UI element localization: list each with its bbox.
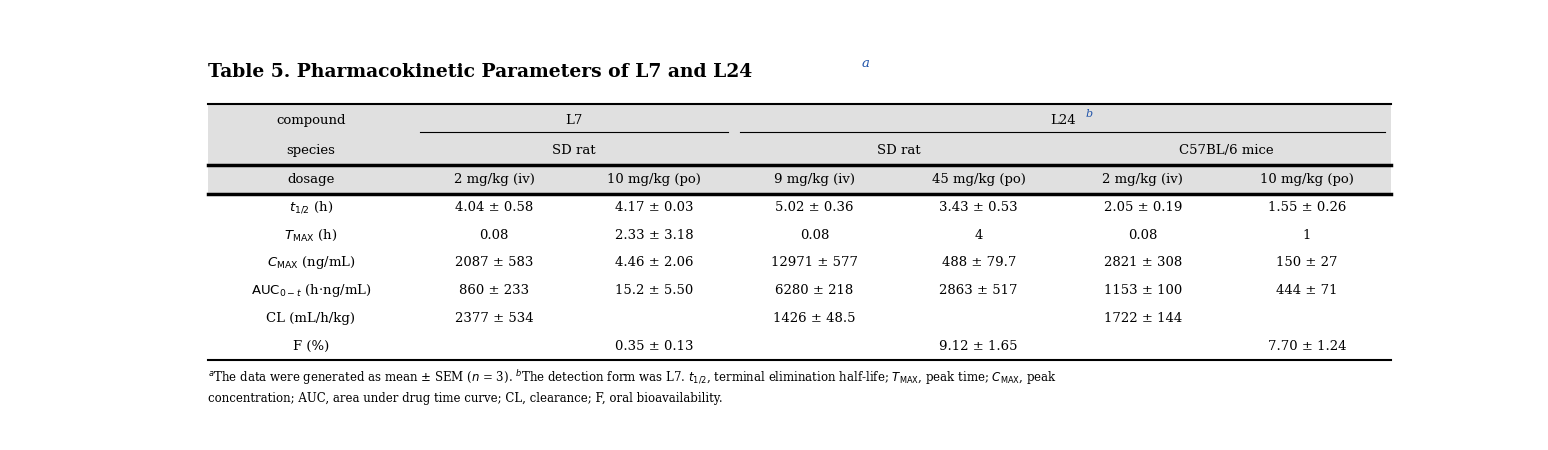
Text: $^a$The data were generated as mean $\pm$ SEM ($n$ = 3). $^b$The detection form : $^a$The data were generated as mean $\pm… — [207, 369, 1057, 387]
Text: 4: 4 — [975, 229, 983, 242]
Text: SD rat: SD rat — [876, 144, 921, 157]
Text: 6280 ± 218: 6280 ± 218 — [776, 284, 854, 297]
Text: 0.08: 0.08 — [480, 229, 509, 242]
Text: 1722 ± 144: 1722 ± 144 — [1104, 312, 1181, 325]
Text: 12971 ± 577: 12971 ± 577 — [771, 256, 858, 270]
Text: 2.05 ± 0.19: 2.05 ± 0.19 — [1104, 201, 1183, 214]
Text: 488 ± 79.7: 488 ± 79.7 — [941, 256, 1015, 270]
Text: dosage: dosage — [288, 173, 334, 186]
Text: 2087 ± 583: 2087 ± 583 — [455, 256, 533, 270]
Text: Table 5. Pharmacokinetic Parameters of L7 and L24: Table 5. Pharmacokinetic Parameters of L… — [207, 63, 752, 81]
Text: 0.08: 0.08 — [1128, 229, 1158, 242]
Text: $t_{1/2}$ (h): $t_{1/2}$ (h) — [289, 200, 333, 216]
Text: $C_{\rm MAX}$ (ng/mL): $C_{\rm MAX}$ (ng/mL) — [266, 254, 354, 271]
Text: species: species — [286, 144, 336, 157]
Text: 2 mg/kg (iv): 2 mg/kg (iv) — [1102, 173, 1183, 186]
Text: 2863 ± 517: 2863 ± 517 — [940, 284, 1019, 297]
Text: 45 mg/kg (po): 45 mg/kg (po) — [932, 173, 1026, 186]
Text: 10 mg/kg (po): 10 mg/kg (po) — [1260, 173, 1354, 186]
Bar — [207, 104, 1390, 194]
Text: 1.55 ± 0.26: 1.55 ± 0.26 — [1268, 201, 1347, 214]
Text: 2 mg/kg (iv): 2 mg/kg (iv) — [454, 173, 534, 186]
Text: 4.17 ± 0.03: 4.17 ± 0.03 — [615, 201, 694, 214]
Text: CL (mL/h/kg): CL (mL/h/kg) — [266, 312, 356, 325]
Text: compound: compound — [276, 114, 345, 127]
Text: L24: L24 — [1050, 114, 1076, 127]
Text: a: a — [862, 58, 870, 71]
Text: 5.02 ± 0.36: 5.02 ± 0.36 — [776, 201, 854, 214]
Text: 9.12 ± 1.65: 9.12 ± 1.65 — [940, 340, 1019, 353]
Text: 4.46 ± 2.06: 4.46 ± 2.06 — [615, 256, 694, 270]
Text: 860 ± 233: 860 ± 233 — [460, 284, 529, 297]
Text: 150 ± 27: 150 ± 27 — [1276, 256, 1337, 270]
Text: L7: L7 — [565, 114, 584, 127]
Text: b: b — [1085, 109, 1093, 119]
Text: C57BL/6 mice: C57BL/6 mice — [1180, 144, 1274, 157]
Text: 1426 ± 48.5: 1426 ± 48.5 — [774, 312, 856, 325]
Text: 2.33 ± 3.18: 2.33 ± 3.18 — [615, 229, 694, 242]
Text: 1: 1 — [1303, 229, 1311, 242]
Text: 15.2 ± 5.50: 15.2 ± 5.50 — [615, 284, 694, 297]
Text: ${\rm AUC}_{0-t}$ (h$\cdot$ng/mL): ${\rm AUC}_{0-t}$ (h$\cdot$ng/mL) — [251, 282, 372, 299]
Text: F (%): F (%) — [293, 340, 330, 353]
Text: SD rat: SD rat — [553, 144, 596, 157]
Text: 9 mg/kg (iv): 9 mg/kg (iv) — [774, 173, 854, 186]
Bar — [207, 194, 1390, 360]
Text: concentration; AUC, area under drug time curve; CL, clearance; F, oral bioavaila: concentration; AUC, area under drug time… — [207, 392, 723, 405]
Text: 2821 ± 308: 2821 ± 308 — [1104, 256, 1181, 270]
Text: 0.08: 0.08 — [800, 229, 830, 242]
Text: 1153 ± 100: 1153 ± 100 — [1104, 284, 1181, 297]
Text: 0.35 ± 0.13: 0.35 ± 0.13 — [615, 340, 694, 353]
Text: 4.04 ± 0.58: 4.04 ± 0.58 — [455, 201, 533, 214]
Text: 10 mg/kg (po): 10 mg/kg (po) — [607, 173, 701, 186]
Text: $T_{\rm MAX}$ (h): $T_{\rm MAX}$ (h) — [285, 228, 337, 243]
Text: 7.70 ± 1.24: 7.70 ± 1.24 — [1268, 340, 1347, 353]
Text: 444 ± 71: 444 ± 71 — [1276, 284, 1337, 297]
Text: 3.43 ± 0.53: 3.43 ± 0.53 — [940, 201, 1019, 214]
Text: 2377 ± 534: 2377 ± 534 — [455, 312, 534, 325]
